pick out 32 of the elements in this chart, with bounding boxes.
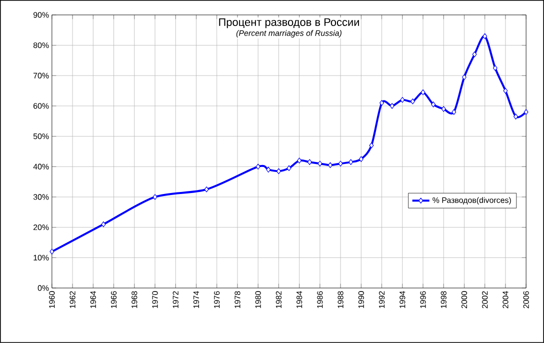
point [328,162,332,168]
point [276,168,281,174]
point [431,102,436,108]
point [524,109,528,115]
point [482,33,488,40]
point [318,160,322,167]
point [256,164,260,170]
point [441,106,446,112]
point [50,248,54,255]
point [492,65,498,71]
point [307,159,312,166]
point [390,103,394,109]
point [348,159,354,166]
point [514,114,518,120]
point [338,160,343,167]
point [462,74,466,80]
point [503,88,508,94]
point [452,109,456,115]
point [472,52,477,58]
point [101,221,106,228]
point [400,97,405,103]
point [358,156,364,162]
point [152,194,158,200]
point [380,100,384,106]
point [420,89,426,96]
point [410,98,415,104]
chart-title: Процент разводов в России [219,18,359,28]
point [286,165,292,172]
point [297,158,302,164]
point [369,142,374,148]
point [266,166,271,173]
point [204,186,209,192]
